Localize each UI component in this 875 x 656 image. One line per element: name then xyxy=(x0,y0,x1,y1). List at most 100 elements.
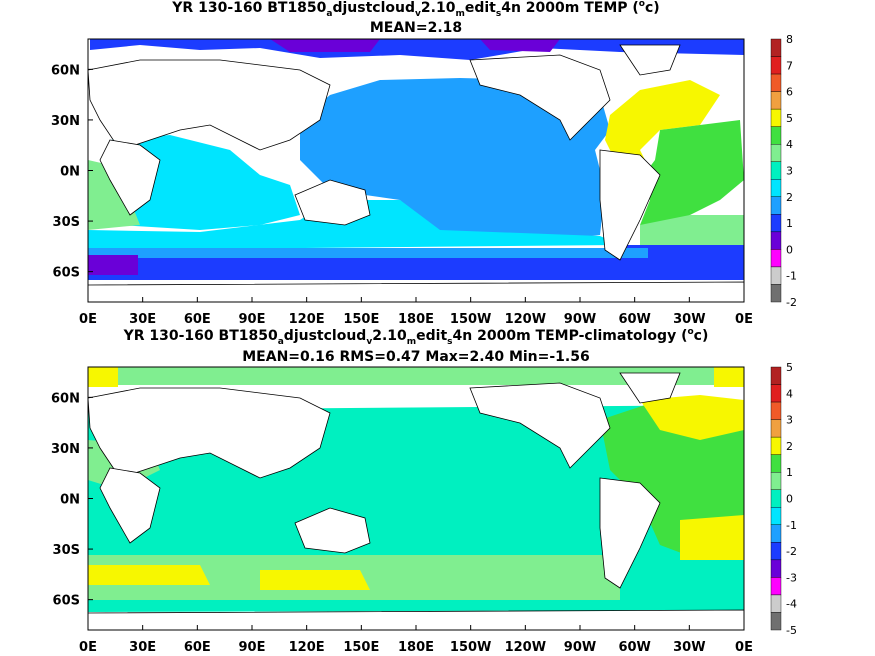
colorbar-segment xyxy=(770,108,782,127)
colorbar-segment xyxy=(770,249,782,268)
x-tick-label: 0E xyxy=(735,640,753,655)
colorbar-label: 4 xyxy=(786,387,793,400)
colorbar-label: 2 xyxy=(786,440,793,453)
x-tick-label: 90W xyxy=(564,640,596,655)
x-tick-label: 0E xyxy=(735,312,753,327)
colorbar-segment xyxy=(770,231,782,250)
y-tick-label: 30N xyxy=(51,114,80,129)
colorbar-segment xyxy=(770,284,782,303)
colorbar-segment xyxy=(770,143,782,162)
y-tick-label: 30S xyxy=(53,215,80,230)
x-tick-label: 180E xyxy=(398,312,434,327)
colorbar-segment xyxy=(770,559,782,578)
colorbar-segment xyxy=(770,594,782,613)
colorbar-segment xyxy=(770,56,782,75)
map-field xyxy=(88,367,744,630)
x-tick-label: 30W xyxy=(673,640,705,655)
colorbar-segment xyxy=(770,577,782,596)
x-tick-label: 60W xyxy=(618,312,650,327)
x-tick-label: 150E xyxy=(343,640,379,655)
colorbar-segment xyxy=(770,454,782,473)
y-tick-label: 0N xyxy=(60,165,80,180)
colorbar-segment xyxy=(770,179,782,197)
y-tick-label: 0N xyxy=(60,493,80,508)
x-axis: 0E 30E 60E 90E 120E 150E 180E 150W 120W 90W 60W 30W… xyxy=(79,297,753,327)
colorbar-label: 5 xyxy=(786,361,793,374)
y-tick-label: 30S xyxy=(53,543,80,558)
colorbar-label: -2 xyxy=(786,296,797,309)
x-tick-label: 30W xyxy=(673,312,705,327)
x-tick-label: 150W xyxy=(450,312,491,327)
colorbar-label: 3 xyxy=(786,414,793,427)
x-tick-label: 30E xyxy=(129,640,156,655)
y-tick-label: 30N xyxy=(51,442,80,457)
y-tick-label: 60S xyxy=(53,266,80,281)
colorbar-segment xyxy=(770,472,782,490)
colorbar-segment xyxy=(770,612,782,631)
x-tick-label: 90E xyxy=(239,312,266,327)
colorbar: 5 4 3 2 1 0 -1 -2 -3 -4 -5 xyxy=(770,361,797,637)
y-tick-label: 60S xyxy=(53,594,80,609)
colorbar-label: 7 xyxy=(786,59,793,72)
panel-subtitle: MEAN=2.18 xyxy=(370,20,462,36)
x-tick-label: 90E xyxy=(239,640,266,655)
panel-top: YR 130-160 BT1850adjustcloudv2.10medits4… xyxy=(51,0,797,327)
colorbar-segment xyxy=(770,161,782,180)
colorbar-label: 8 xyxy=(786,33,793,46)
panel-subtitle: MEAN=0.16 RMS=0.47 Max=2.40 Min=-1.56 xyxy=(242,349,589,365)
colorbar-label: 1 xyxy=(786,466,793,479)
colorbar-label: 5 xyxy=(786,112,793,125)
colorbar-segment xyxy=(770,419,782,438)
x-tick-label: 120E xyxy=(289,312,325,327)
colorbar-segment xyxy=(770,542,782,561)
colorbar-label: 4 xyxy=(786,138,793,151)
colorbar-label: -3 xyxy=(786,571,797,584)
colorbar-label: -5 xyxy=(786,624,797,637)
colorbar-segment xyxy=(770,73,782,92)
x-tick-label: 90W xyxy=(564,312,596,327)
colorbar-segment xyxy=(770,366,782,385)
colorbar-label: -2 xyxy=(786,545,797,558)
colorbar-segment xyxy=(770,266,782,285)
x-tick-label: 0E xyxy=(79,312,97,327)
colorbar-label: 0 xyxy=(786,493,793,506)
y-axis: 60N 30N 0N 30S 60S xyxy=(51,63,93,281)
x-tick-label: 60W xyxy=(618,640,650,655)
x-tick-label: 120W xyxy=(505,640,546,655)
colorbar-segment xyxy=(770,401,782,420)
colorbar-segment xyxy=(770,489,782,508)
colorbar-segment xyxy=(770,436,782,455)
colorbar-segment xyxy=(770,38,782,57)
panel-title: YR 130-160 BT1850adjustcloudv2.10medits4… xyxy=(171,0,659,19)
colorbar-segment xyxy=(770,524,782,543)
colorbar-label: 6 xyxy=(786,86,793,99)
x-tick-label: 180E xyxy=(398,640,434,655)
map-field xyxy=(88,39,744,302)
x-tick-label: 30E xyxy=(129,312,156,327)
colorbar-label: 0 xyxy=(786,243,793,256)
x-tick-label: 60E xyxy=(184,640,211,655)
colorbar-segment xyxy=(770,384,782,403)
x-tick-label: 0E xyxy=(79,640,97,655)
y-tick-label: 60N xyxy=(51,391,80,406)
colorbar-segment xyxy=(770,214,782,233)
colorbar-segment xyxy=(770,196,782,215)
colorbar-segment xyxy=(770,507,782,525)
y-tick-label: 60N xyxy=(51,63,80,78)
x-tick-label: 120W xyxy=(505,312,546,327)
y-axis: 60N 30N 0N 30S 60S xyxy=(51,391,93,609)
x-axis: 0E 30E 60E 90E 120E 150E 180E 150W 120W 90W 60W 30W… xyxy=(79,625,753,655)
panel-bottom: YR 130-160 BT1850adjustcloudv2.10medits4… xyxy=(51,327,797,655)
colorbar-segment xyxy=(770,91,782,110)
colorbar-label: -4 xyxy=(786,598,797,611)
colorbar-segment xyxy=(770,126,782,145)
colorbar-label: 3 xyxy=(786,165,793,178)
panel-title: YR 130-160 BT1850adjustcloudv2.10medits4… xyxy=(123,327,709,347)
colorbar-label: 2 xyxy=(786,191,793,204)
x-tick-label: 120E xyxy=(289,640,325,655)
colorbar: 8 7 6 5 4 3 2 1 0 -1 -2 xyxy=(770,33,797,309)
colorbar-label: 1 xyxy=(786,217,793,230)
x-tick-label: 150W xyxy=(450,640,491,655)
x-tick-label: 150E xyxy=(343,312,379,327)
